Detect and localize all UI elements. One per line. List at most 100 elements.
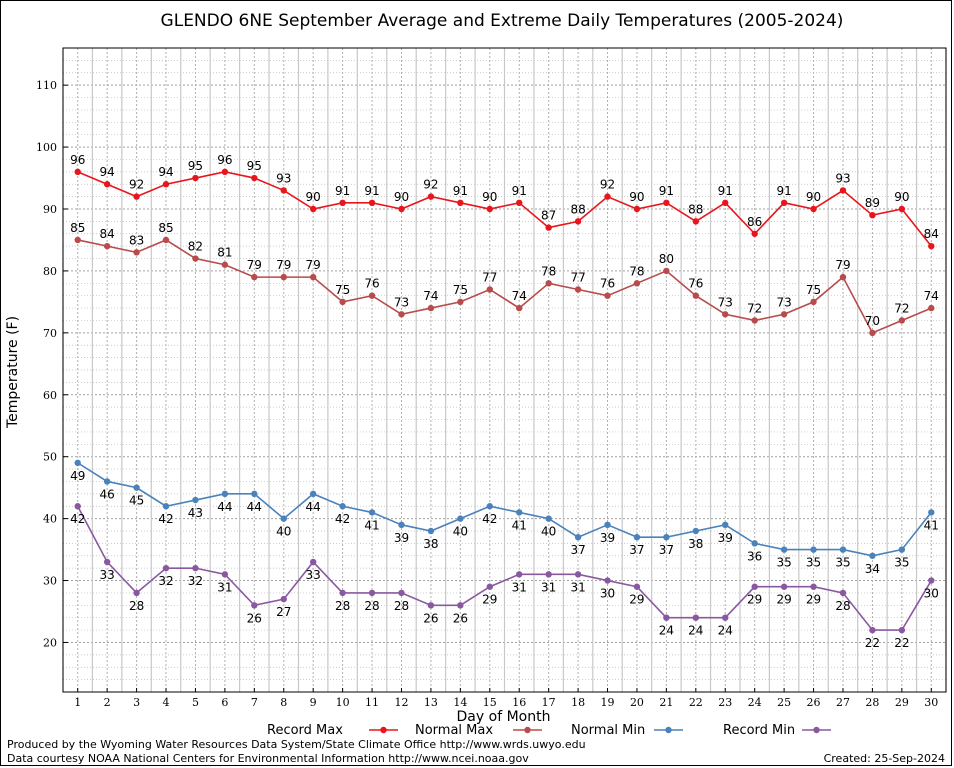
data-labels: 96 94 92 94 95 96 95 93 90 91 91 90 92 91 90 91 87 88 92 90… bbox=[70, 153, 939, 650]
record-max-point bbox=[74, 168, 81, 176]
record-max-value-label: 91 bbox=[512, 184, 527, 198]
normal-max-point bbox=[839, 273, 847, 281]
normal-max-value-label: 75 bbox=[806, 283, 821, 297]
record-max-point bbox=[516, 199, 523, 207]
x-tick-label: 24 bbox=[748, 696, 762, 709]
normal-max-value-label: 84 bbox=[100, 227, 115, 241]
normal-min-value-label: 34 bbox=[865, 562, 880, 576]
normal-max-point bbox=[722, 311, 729, 318]
record-max-point bbox=[751, 230, 758, 237]
record-min-value-label: 32 bbox=[188, 574, 203, 588]
y-tick-label: 80 bbox=[43, 265, 57, 278]
x-tick-label: 12 bbox=[394, 696, 408, 709]
record-max-point bbox=[398, 205, 405, 213]
normal-max-point bbox=[103, 242, 111, 250]
normal-min-value-label: 38 bbox=[688, 537, 703, 551]
normal-min-value-label: 49 bbox=[70, 469, 85, 483]
record-min-value-label: 29 bbox=[629, 593, 644, 607]
record-min-value-label: 28 bbox=[394, 599, 409, 613]
record-min-value-label: 31 bbox=[217, 580, 232, 594]
normal-max-point bbox=[692, 292, 700, 299]
y-axis-ticks: 20 30 40 50 60 70 80 90 100 110 bbox=[36, 79, 68, 649]
normal-min-line bbox=[77, 462, 932, 557]
record-min-point bbox=[898, 626, 906, 634]
record-max-value-label: 90 bbox=[806, 190, 821, 204]
normal-max-point bbox=[869, 329, 876, 337]
x-tick-label: 29 bbox=[895, 696, 909, 709]
record-max-value-label: 90 bbox=[394, 190, 409, 204]
normal-min-value-label: 37 bbox=[629, 543, 644, 557]
record-max-point bbox=[574, 218, 582, 225]
record-max-value-label: 90 bbox=[629, 190, 644, 204]
record-max-point bbox=[663, 199, 670, 207]
normal-min-point bbox=[162, 503, 170, 510]
record-min-point bbox=[692, 614, 700, 621]
x-tick-label: 7 bbox=[251, 696, 258, 709]
normal-max-point bbox=[251, 273, 258, 281]
normal-min-point bbox=[545, 515, 552, 522]
normal-min-point bbox=[280, 515, 287, 522]
record-max-value-label: 95 bbox=[188, 159, 203, 173]
normal-max-point bbox=[74, 236, 81, 244]
record-max-point bbox=[192, 174, 199, 182]
normal-min-value-label: 38 bbox=[423, 537, 438, 551]
record-max-point bbox=[839, 187, 847, 194]
record-min-value-label: 32 bbox=[158, 574, 173, 588]
record-max-point bbox=[162, 181, 170, 188]
record-min-point bbox=[839, 589, 847, 597]
record-min-value-label: 31 bbox=[541, 580, 556, 594]
normal-min-point bbox=[427, 527, 435, 535]
normal-max-point bbox=[221, 261, 229, 268]
record-min-point bbox=[368, 589, 376, 597]
record-max-point bbox=[368, 199, 376, 207]
normal-min-value-label: 45 bbox=[129, 494, 144, 508]
legend-marker-normal-max bbox=[524, 726, 531, 734]
normal-min-point bbox=[221, 490, 229, 498]
normal-max-value-label: 79 bbox=[835, 258, 850, 272]
record-min-point bbox=[339, 589, 346, 597]
normal-min-point bbox=[516, 509, 523, 516]
normal-min-value-label: 43 bbox=[188, 506, 203, 520]
normal-min-value-label: 41 bbox=[512, 518, 527, 532]
normal-min-value-label: 37 bbox=[570, 543, 585, 557]
legend-marker-record-min bbox=[813, 726, 820, 734]
normal-min-value-label: 44 bbox=[306, 500, 321, 514]
normal-max-value-label: 77 bbox=[570, 271, 585, 285]
record-min-point bbox=[751, 583, 758, 590]
normal-max-value-label: 82 bbox=[188, 240, 203, 254]
record-max-point bbox=[486, 205, 493, 213]
x-tick-label: 3 bbox=[133, 696, 140, 709]
grid-lines bbox=[62, 47, 947, 692]
normal-max-value-label: 78 bbox=[541, 264, 556, 278]
record-min-point bbox=[722, 614, 729, 621]
x-tick-label: 16 bbox=[512, 696, 526, 709]
normal-max-value-label: 77 bbox=[482, 271, 497, 285]
normal-min-point bbox=[251, 490, 258, 498]
record-min-value-label: 29 bbox=[482, 593, 497, 607]
record-max-point bbox=[633, 205, 641, 213]
normal-max-point bbox=[457, 298, 464, 306]
normal-min-point bbox=[74, 459, 81, 467]
normal-min-value-label: 46 bbox=[100, 487, 115, 501]
record-max-value-label: 88 bbox=[688, 202, 703, 216]
record-max-point bbox=[692, 218, 700, 225]
normal-min-point bbox=[574, 533, 582, 541]
record-min-point bbox=[663, 614, 670, 621]
record-max-point bbox=[309, 205, 317, 213]
y-tick-label: 50 bbox=[43, 451, 57, 464]
record-min-value-label: 33 bbox=[306, 568, 321, 582]
footer-produced-by: Produced by the Wyoming Water Resources … bbox=[7, 738, 586, 751]
record-max-value-label: 88 bbox=[570, 202, 585, 216]
record-min-value-label: 28 bbox=[335, 599, 350, 613]
x-tick-label: 28 bbox=[865, 696, 879, 709]
normal-min-point bbox=[633, 533, 641, 541]
record-max-value-label: 91 bbox=[659, 184, 674, 198]
normal-min-point bbox=[751, 540, 758, 547]
record-max-point bbox=[133, 193, 140, 200]
record-max-value-label: 96 bbox=[217, 153, 232, 167]
normal-min-value-label: 42 bbox=[335, 512, 350, 526]
normal-max-point bbox=[751, 317, 758, 324]
record-min-point bbox=[162, 564, 170, 572]
record-min-point bbox=[427, 602, 435, 609]
normal-max-point bbox=[192, 255, 199, 262]
